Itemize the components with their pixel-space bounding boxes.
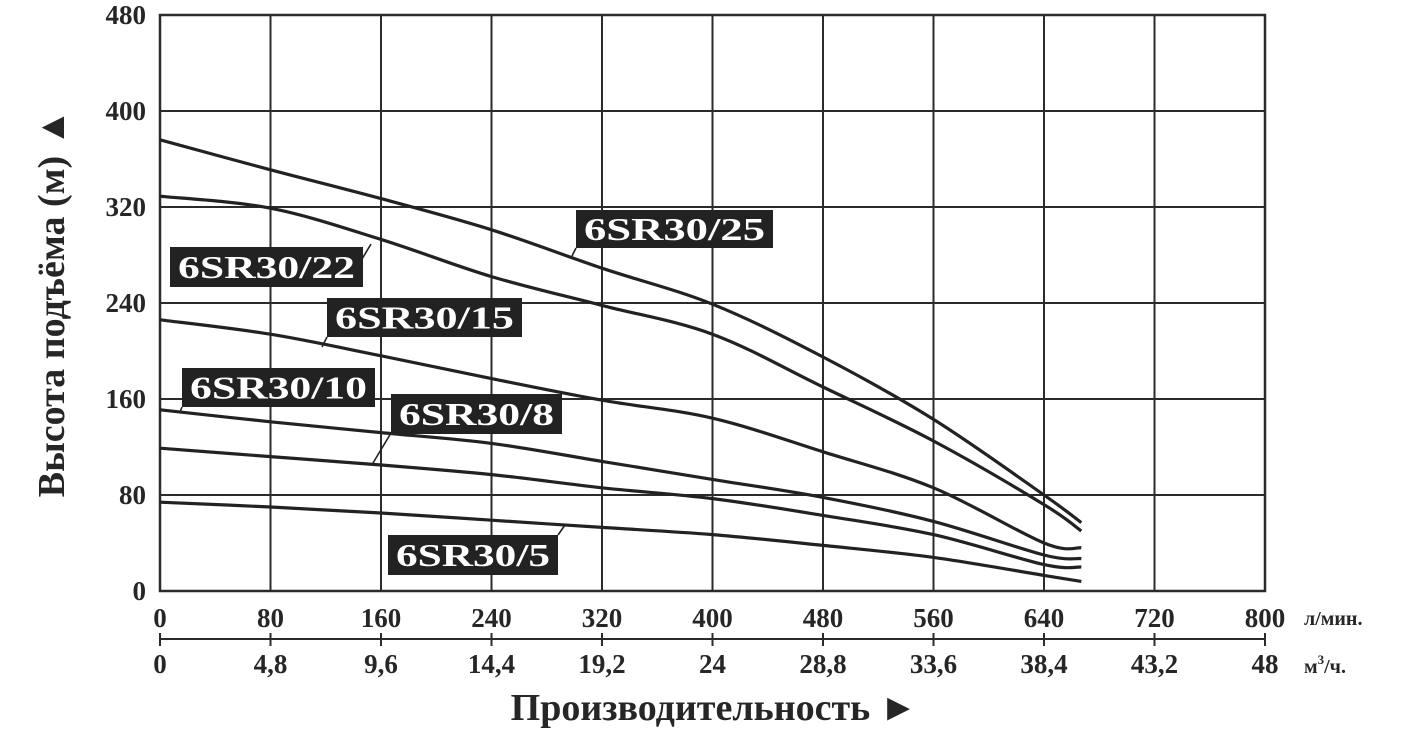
y-tick-label: 400 (106, 96, 147, 126)
x2-tick-label: 28,8 (799, 649, 846, 679)
x2-tick-label: 4,8 (254, 649, 288, 679)
x-tick-label: 80 (257, 603, 284, 633)
curve-6sr30-15 (159, 318, 1082, 551)
label-text: 6SR30/22 (178, 249, 355, 285)
label-leader-line (557, 524, 566, 536)
curve-label-6sr30-5: 6SR30/5 (388, 524, 566, 575)
label-text: 6SR30/15 (335, 300, 514, 336)
x2-tick-label: 48 (1252, 649, 1279, 679)
label-leader-line (571, 247, 577, 257)
x-tick-label: 800 (1245, 603, 1286, 633)
curve-label-6sr30-8: 6SR30/8 (372, 394, 562, 464)
x2-tick-label: 14,4 (468, 649, 515, 679)
label-box (391, 394, 562, 434)
curve-label-6sr30-25: 6SR30/25 (571, 210, 773, 257)
x-unit-primary: л/мин. (1304, 608, 1362, 630)
label-text: 6SR30/5 (396, 537, 550, 573)
x2-tick-label: 33,6 (910, 649, 957, 679)
curve-label-6sr30-22: 6SR30/22 (170, 243, 372, 287)
x-tick-label: 0 (153, 603, 167, 633)
x2-tick-label: 43,2 (1131, 649, 1178, 679)
x2-tick-label: 9,6 (364, 649, 398, 679)
x-axis-title: Производительность ► (511, 687, 918, 729)
y-tick-label: 480 (106, 0, 147, 30)
y-tick-label: 0 (133, 576, 147, 606)
x-tick-label: 320 (582, 603, 623, 633)
x2-tick-label: 24 (699, 649, 726, 679)
curve-6sr30-10 (159, 408, 1082, 561)
label-box (182, 368, 375, 407)
x-tick-label: 400 (692, 603, 733, 633)
y-tick-label: 320 (106, 192, 147, 222)
x-tick-label: 720 (1134, 603, 1175, 633)
x-unit-secondary: м3/ч. (1304, 652, 1346, 678)
performance-curves (159, 138, 1083, 583)
label-text: 6SR30/25 (584, 211, 765, 247)
curve-6sr30-22 (159, 194, 1083, 533)
curve-6sr30-8 (159, 446, 1082, 570)
x2-tick-label: 0 (153, 649, 167, 679)
y-tick-label: 160 (106, 384, 147, 414)
x-axis-secondary-m3h: 0 4,8 9,6 14,4 19,2 24 28,8 33,6 38,4 43,2 48 (153, 633, 1279, 679)
label-leader-line (372, 432, 392, 464)
x2-tick-label: 38,4 (1020, 649, 1067, 679)
curve-label-6sr30-15: 6SR30/15 (321, 298, 522, 348)
label-box (388, 535, 558, 575)
curve-label-6sr30-10: 6SR30/10 (179, 368, 375, 413)
label-box (170, 247, 363, 287)
label-text: 6SR30/10 (190, 370, 367, 406)
label-leader-line (321, 336, 328, 348)
x-tick-label: 640 (1024, 603, 1065, 633)
x-axis-tick-labels-lpm: 0 80 160 240 320 400 480 560 640 720 800 (153, 603, 1285, 633)
y-tick-label: 240 (106, 288, 147, 318)
label-text: 6SR30/8 (399, 396, 554, 432)
label-leader-line (179, 406, 183, 413)
y-tick-label: 80 (119, 480, 146, 510)
x-tick-label: 240 (471, 603, 512, 633)
curve-6sr30-25 (159, 138, 1083, 524)
label-leader-line (361, 243, 372, 260)
x2-tick-label: 19,2 (578, 649, 625, 679)
x-tick-label: 560 (913, 603, 954, 633)
curve-labels: 6SR30/25 6SR30/22 6SR30/15 6SR30/10 6SR30/8 6… (170, 210, 773, 575)
y-axis-tick-labels: 0 80 160 240 320 400 480 (106, 0, 147, 606)
x-tick-label: 160 (361, 603, 402, 633)
curve-6sr30-5 (159, 500, 1082, 583)
x-tick-label: 480 (803, 603, 844, 633)
label-box (327, 298, 522, 337)
y-axis-title: Высота подъёма (м) ▲ (31, 109, 73, 497)
label-box (576, 210, 773, 248)
plot-frame (158, 13, 1267, 593)
